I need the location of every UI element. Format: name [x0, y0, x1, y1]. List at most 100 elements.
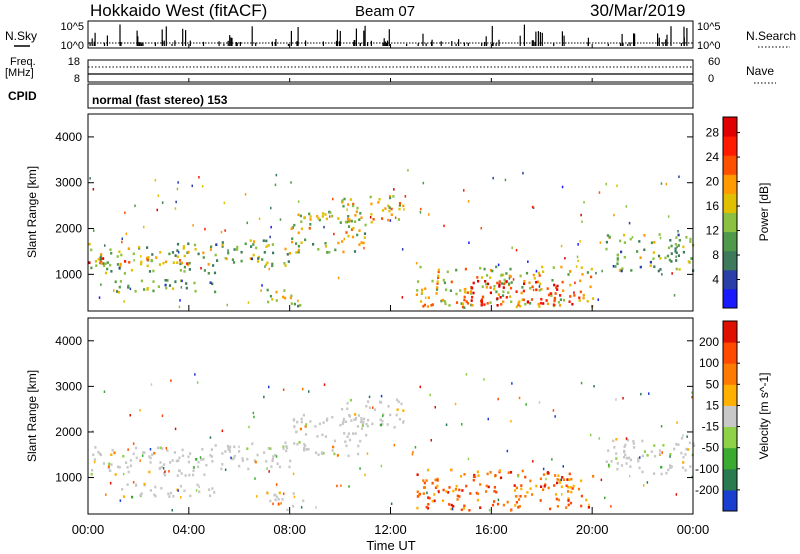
heatmap-cell: [582, 293, 585, 297]
heatmap-cell: [272, 455, 275, 458]
heatmap-cell: [135, 456, 138, 460]
heatmap-cell: [116, 255, 119, 258]
heatmap-cell: [361, 424, 364, 427]
heatmap-cell: [436, 280, 439, 283]
heatmap-cell: [628, 456, 631, 460]
heatmap-cell: [411, 452, 414, 456]
heatmap-cell: [640, 392, 642, 396]
heatmap-cell: [638, 240, 641, 243]
heatmap-cell: [430, 304, 433, 307]
heatmap-cell: [224, 468, 227, 471]
heatmap-cell: [127, 247, 130, 250]
heatmap-cell: [637, 459, 640, 463]
heatmap-cell: [302, 413, 305, 417]
heatmap-cell: [511, 382, 513, 385]
heatmap-cell: [279, 218, 282, 221]
heatmap-cell: [283, 262, 286, 265]
heatmap-cell: [557, 301, 560, 304]
heatmap-cell: [139, 459, 141, 462]
heatmap-cell: [149, 456, 152, 460]
heatmap-cell: [154, 179, 157, 182]
heatmap-cell: [126, 466, 129, 469]
heatmap-cell: [483, 303, 486, 306]
heatmap-cell: [214, 253, 217, 257]
heatmap-cell: [106, 261, 109, 264]
heatmap-cell: [309, 215, 312, 218]
heatmap-cell: [176, 261, 179, 264]
heatmap-cell: [452, 505, 455, 508]
heatmap-cell: [628, 474, 631, 478]
heatmap-cell: [124, 211, 126, 214]
heatmap-cell: [568, 300, 571, 303]
heatmap-cell: [184, 474, 187, 477]
heatmap-cell: [103, 390, 106, 393]
heatmap-cell: [90, 266, 93, 270]
heatmap-cell: [639, 256, 642, 259]
heatmap-cell: [643, 450, 646, 453]
heatmap-cell: [187, 460, 190, 464]
heatmap-cell: [529, 487, 532, 490]
heatmap-cell: [192, 473, 195, 477]
heatmap-cell: [253, 459, 256, 462]
heatmap-cell: [297, 304, 300, 308]
heatmap-cell: [428, 213, 430, 216]
heatmap-cell: [140, 260, 143, 264]
heatmap-cell: [249, 239, 252, 242]
colorbar-tick-label: 28: [706, 126, 720, 140]
heatmap-cell: [670, 252, 673, 255]
heatmap-cell: [132, 252, 135, 256]
heatmap-cell: [205, 463, 208, 467]
heatmap-cell: [519, 495, 522, 498]
heatmap-cell: [402, 409, 405, 412]
heatmap-cell: [297, 244, 300, 248]
heatmap-cell: [344, 220, 348, 224]
heatmap-cell: [179, 262, 182, 266]
heatmap-cell: [293, 495, 296, 499]
heatmap-cell: [233, 445, 236, 449]
heatmap-cell: [370, 220, 373, 224]
heatmap-cell: [389, 413, 392, 417]
y-tick-label: 3000: [55, 176, 82, 190]
heatmap-cell: [459, 475, 463, 478]
heatmap-cell: [598, 191, 601, 194]
heatmap-cell: [293, 425, 296, 429]
heatmap-cell: [324, 435, 328, 438]
heatmap-cell: [179, 279, 183, 283]
heatmap-cell: [127, 470, 130, 474]
heatmap-cell: [191, 184, 193, 188]
heatmap-cell: [416, 495, 419, 498]
nsearch-tick-top: 10^5: [697, 21, 721, 33]
heatmap-cell: [231, 258, 234, 261]
heatmap-cell: [108, 462, 111, 466]
heatmap-cell: [556, 288, 559, 291]
heatmap-cell: [613, 446, 616, 449]
heatmap-cell: [562, 298, 566, 302]
heatmap-cell: [500, 274, 503, 277]
heatmap-cell: [271, 262, 274, 266]
heatmap-cell: [590, 433, 592, 437]
heatmap-cell: [99, 258, 102, 262]
heatmap-cell: [116, 263, 119, 266]
heatmap-cell: [523, 280, 526, 283]
heatmap-cell: [158, 263, 161, 266]
heatmap-cell: [157, 194, 160, 197]
heatmap-cell: [537, 271, 540, 275]
heatmap-cell: [622, 397, 624, 400]
heatmap-cell: [201, 448, 204, 451]
heatmap-cell: [538, 305, 541, 308]
heatmap-cell: [363, 236, 366, 239]
heatmap-cell: [305, 423, 308, 426]
heatmap-cell: [93, 458, 96, 461]
heatmap-cell: [561, 185, 564, 189]
power-heatmap-cells: [88, 169, 695, 309]
heatmap-cell: [269, 294, 272, 298]
heatmap-cell: [198, 485, 200, 488]
velocity-colorbar: 200 100 50 15 -15 -50 -100 -200: [695, 320, 740, 512]
heatmap-cell: [298, 441, 301, 444]
heatmap-cell: [523, 282, 526, 285]
heatmap-cell: [660, 425, 663, 428]
heatmap-cell: [542, 473, 546, 476]
heatmap-cell: [286, 446, 289, 450]
heatmap-cell: [445, 423, 448, 426]
heatmap-cell: [153, 451, 156, 455]
